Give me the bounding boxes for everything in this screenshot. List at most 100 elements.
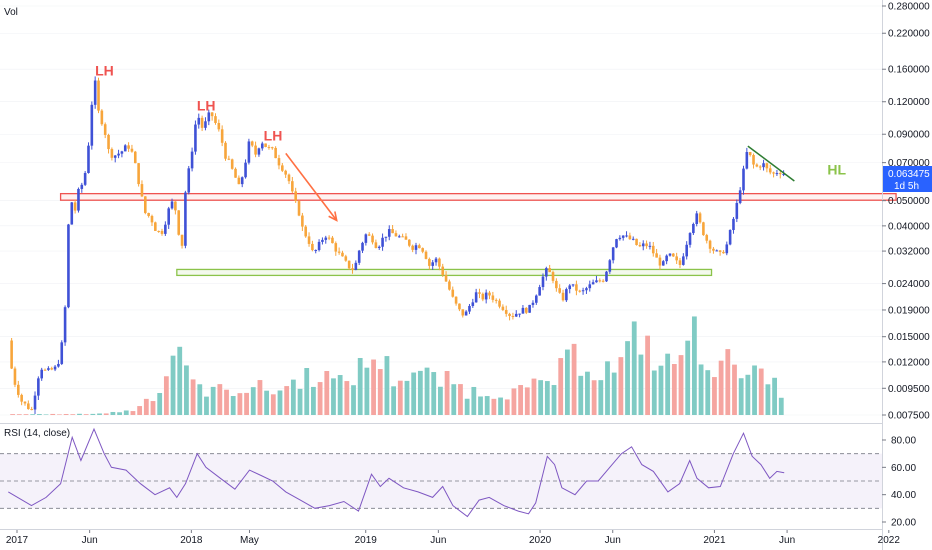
volume-bar: [544, 381, 550, 415]
volume-bar: [678, 355, 684, 415]
candle-body: [23, 401, 27, 404]
candle-body: [524, 307, 528, 313]
candle-body: [154, 222, 157, 231]
candle-body: [598, 280, 602, 282]
price-axis[interactable]: 0.280000 0.220000 0.160000 0.120000 0.090000…: [882, 2, 930, 422]
candle-body: [157, 230, 160, 232]
candle-body: [267, 146, 271, 148]
volume-bar: [705, 370, 711, 415]
volume-bar: [524, 387, 530, 415]
candle-body: [40, 369, 44, 379]
candle-body: [387, 229, 391, 237]
candle-body: [317, 241, 321, 251]
candle-body: [184, 192, 187, 246]
candle-body: [551, 272, 555, 281]
volume-bar: [83, 414, 89, 415]
volume-bar: [197, 384, 203, 415]
candle-body: [17, 384, 20, 395]
volume-bar: [270, 394, 276, 415]
price-tick-label: 0.160000: [888, 65, 930, 76]
volume-bar: [224, 389, 229, 415]
candle-body: [471, 302, 475, 306]
candle-body: [347, 260, 351, 269]
candle-body: [591, 282, 595, 285]
candle-body: [281, 165, 284, 171]
volume-bar: [217, 384, 223, 415]
annotations: LH LH LH HL: [95, 63, 846, 178]
time-tick-label: 2021: [703, 535, 726, 546]
volume-bar: [337, 375, 343, 415]
candle-body: [27, 403, 30, 410]
volume-bar: [772, 377, 777, 415]
volume-bar: [290, 379, 296, 415]
candle-body: [605, 271, 608, 282]
candle-body: [651, 245, 655, 254]
candle-body: [608, 260, 612, 272]
candle-body: [531, 302, 535, 305]
candle-body: [638, 245, 642, 247]
candle-body: [585, 288, 588, 291]
volume-bar: [163, 376, 169, 415]
volume-bar: [518, 385, 524, 415]
candle-body: [474, 292, 478, 303]
candle-body: [224, 142, 227, 159]
candle-body: [137, 163, 140, 185]
candle-body: [464, 311, 468, 316]
candle-body: [708, 240, 712, 249]
candle-body: [354, 262, 358, 271]
annotation-hl-4: HL: [827, 161, 846, 177]
candle-body: [90, 104, 94, 146]
candle-body: [337, 251, 341, 253]
candle-body: [367, 234, 371, 236]
candle-body: [227, 158, 231, 160]
volume-bar: [498, 397, 503, 415]
candle-body: [401, 236, 404, 238]
volume-bar: [464, 398, 470, 415]
candle-body: [678, 260, 682, 265]
candle-body: [73, 202, 77, 211]
candle-body: [250, 141, 254, 146]
candle-body: [391, 229, 394, 234]
candle-body: [361, 242, 364, 251]
candle-body: [374, 242, 378, 248]
candle-body: [481, 293, 485, 300]
candle-body: [484, 292, 488, 300]
candle-body: [351, 268, 354, 271]
volume-bar: [97, 413, 102, 415]
candle-body: [43, 369, 47, 371]
rsi-axis[interactable]: 80.00 60.00 40.00 20.00: [882, 436, 916, 529]
volume-bar: [57, 414, 62, 415]
candle-body: [778, 173, 782, 175]
candle-body: [204, 121, 207, 128]
volume-bar: [491, 398, 497, 415]
volume-bar: [123, 410, 129, 415]
rsi-pane-label: RSI (14, close): [4, 428, 70, 439]
candle-body: [143, 196, 147, 213]
volume-bar: [558, 358, 564, 415]
volume-bar: [411, 372, 417, 415]
price-tick-label: 0.009500: [888, 384, 930, 395]
candle-body: [732, 218, 735, 231]
candle-body: [207, 112, 211, 122]
volume-bar: [117, 412, 122, 415]
candle-body: [588, 284, 592, 289]
candle-body: [675, 256, 678, 261]
candle-body: [160, 230, 164, 234]
candle-body: [67, 224, 70, 308]
candlesticks: [10, 76, 785, 414]
candle-body: [498, 300, 501, 307]
time-tick-label: 2018: [180, 535, 203, 546]
candle-body: [220, 129, 224, 143]
volume-bar: [230, 396, 236, 415]
volume-bar: [625, 341, 630, 415]
price-tick-label: 0.280000: [888, 2, 930, 13]
price-tick-label: 0.220000: [888, 29, 930, 40]
time-axis[interactable]: 2017 Jun 2018 May 2019 Jun 2020 Jun 2021 Jun 2022: [6, 530, 900, 546]
candle-body: [715, 250, 719, 252]
candle-body: [775, 173, 779, 175]
candle-body: [377, 246, 381, 248]
candle-body: [33, 395, 37, 410]
time-tick-label: Jun: [430, 535, 446, 546]
rsi-indicator: [0, 427, 882, 518]
